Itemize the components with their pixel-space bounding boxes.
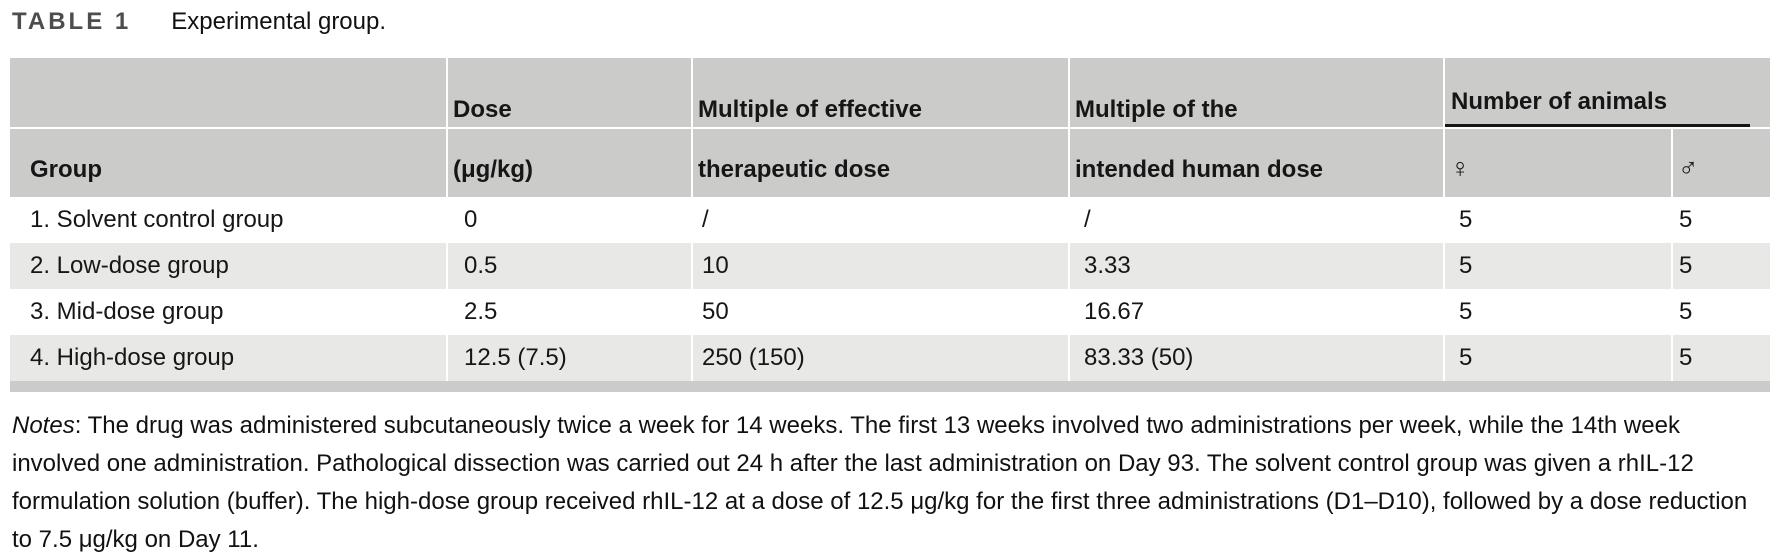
notes-text: : The drug was administered subcutaneous… [12, 412, 1748, 553]
male-icon: ♂ [1670, 127, 1771, 197]
cell-multiple-human: 83.33 (50) [1068, 335, 1444, 381]
cell-male-count: 5 [1670, 243, 1771, 289]
cell-multiple-human: 3.33 [1068, 243, 1444, 289]
header-group: Group [10, 127, 447, 197]
cell-female-count: 5 [1443, 335, 1672, 381]
table-notes: Notes: The drug was administered subcuta… [12, 407, 1767, 559]
table-caption: Experimental group. [171, 8, 387, 35]
table-row: 1. Solvent control group 0 / / 5 5 [10, 197, 1771, 243]
cell-multiple-human: / [1068, 197, 1444, 243]
cell-multiple-effective: 10 [691, 243, 1069, 289]
table-number-label: TABLE 1 [12, 8, 132, 35]
table-row: 3. Mid-dose group 2.5 50 16.67 5 5 [10, 289, 1771, 335]
spanner-underline [1446, 124, 1751, 127]
header-multiple-effective-top: Multiple of effective [691, 58, 1069, 128]
header-number-of-animals: Number of animals [1442, 58, 1771, 128]
header-row-bottom: Group (μg/kg) therapeutic dose intended … [10, 127, 1771, 197]
cell-dose: 0 [446, 197, 692, 243]
number-of-animals-label: Number of animals [1451, 88, 1668, 115]
cell-female-count: 5 [1443, 243, 1672, 289]
cell-dose: 12.5 (7.5) [446, 335, 692, 381]
cell-multiple-effective: 50 [691, 289, 1069, 335]
female-icon: ♀ [1443, 127, 1672, 197]
header-row-top: Dose Multiple of effective Multiple of t… [10, 58, 1771, 128]
table-row: 4. High-dose group 12.5 (7.5) 250 (150) … [10, 335, 1771, 381]
cell-group: 2. Low-dose group [10, 243, 447, 289]
notes-label: Notes [12, 412, 75, 439]
table-header: Dose Multiple of effective Multiple of t… [10, 58, 1771, 197]
header-dose-unit: (μg/kg) [446, 127, 692, 197]
header-group-top [10, 58, 447, 128]
cell-male-count: 5 [1670, 335, 1771, 381]
experimental-group-table: Dose Multiple of effective Multiple of t… [10, 58, 1771, 381]
cell-male-count: 5 [1670, 197, 1771, 243]
cell-multiple-human: 16.67 [1068, 289, 1444, 335]
cell-female-count: 5 [1443, 197, 1672, 243]
table-title: TABLE 1 Experimental group. [12, 8, 1770, 42]
cell-group: 1. Solvent control group [30, 206, 284, 233]
cell-female-count: 5 [1443, 289, 1672, 335]
table-bottom-border [10, 381, 1770, 392]
cell-group: 3. Mid-dose group [30, 298, 224, 325]
cell-multiple-effective: / [691, 197, 1069, 243]
table-row: 2. Low-dose group 0.5 10 3.33 5 5 [10, 243, 1771, 289]
header-therapeutic-dose: therapeutic dose [691, 127, 1069, 197]
cell-dose: 0.5 [446, 243, 692, 289]
table-body: 1. Solvent control group 0 / / 5 5 2. Lo… [10, 197, 1771, 381]
cell-male-count: 5 [1670, 289, 1771, 335]
cell-group: 4. High-dose group [10, 335, 447, 381]
cell-multiple-effective: 250 (150) [691, 335, 1069, 381]
header-intended-human-dose: intended human dose [1068, 127, 1444, 197]
header-dose-top: Dose [446, 58, 692, 128]
header-multiple-human-top: Multiple of the [1068, 58, 1444, 128]
cell-dose: 2.5 [446, 289, 692, 335]
